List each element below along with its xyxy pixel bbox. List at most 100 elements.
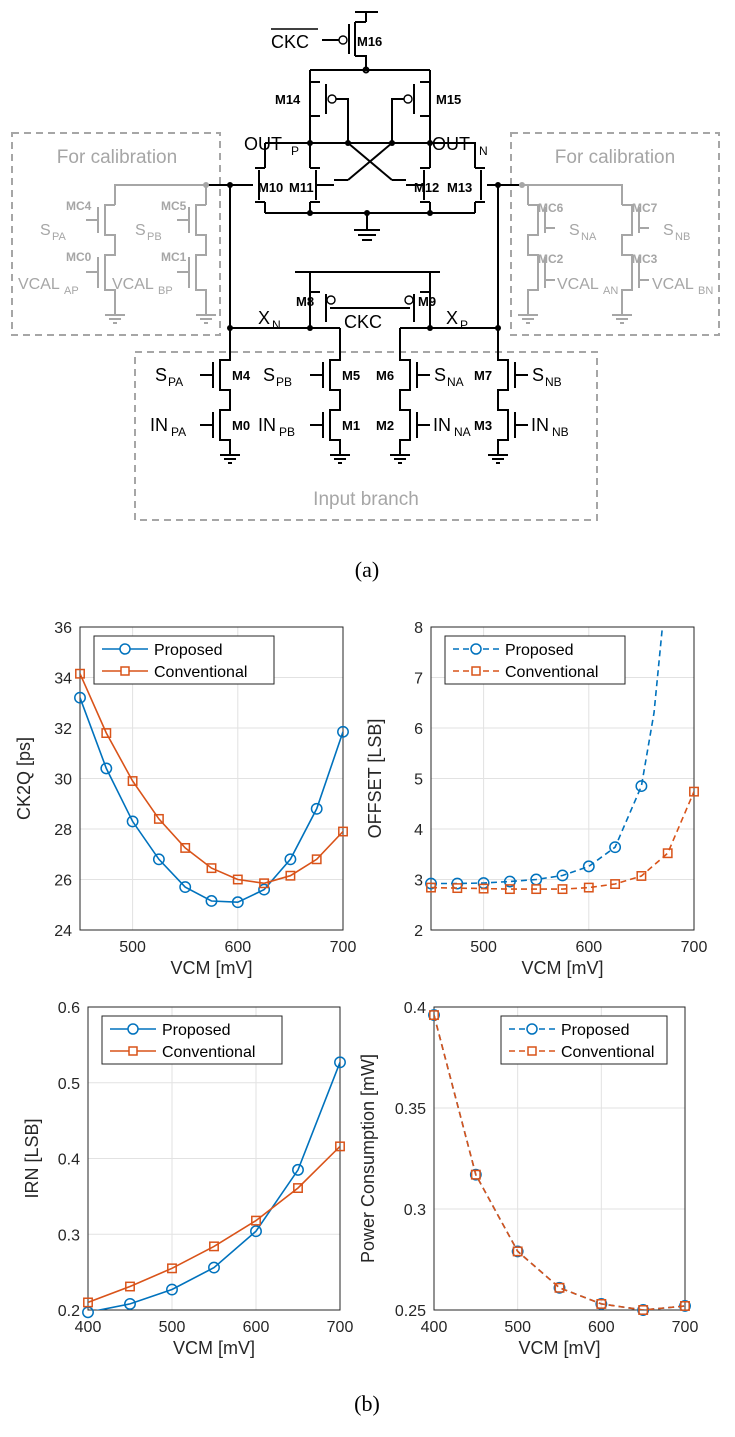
data-point-conventional: [180, 842, 191, 853]
cal-label-vcal-bn: VCAL: [652, 276, 694, 293]
device-label-m14: M14: [275, 92, 301, 107]
legend-marker: [120, 666, 130, 676]
cal-label-s-nb: S: [663, 222, 674, 239]
net-label-x-p: X: [446, 308, 458, 328]
y-tick-label: 3: [414, 873, 423, 890]
data-point-proposed: [250, 1225, 262, 1238]
data-point-proposed: [292, 1163, 304, 1176]
legend-label-proposed: Proposed: [561, 1022, 630, 1039]
data-point-proposed: [310, 802, 323, 815]
chart-irn: 400 500 600 700 0.2 0.3 0.4 0.5 0.6 VCM [mV] IRN […: [22, 1000, 353, 1358]
x-tick-label: 600: [588, 1319, 615, 1336]
data-point-conventional: [636, 871, 647, 881]
axes-frame: [433, 1006, 686, 1311]
legend-label-conventional: Conventional: [505, 664, 598, 681]
data-point-conventional: [259, 878, 270, 889]
device-label-m11: M11: [289, 180, 314, 195]
y-tick-label: 5: [414, 772, 423, 789]
data-point-proposed: [179, 881, 192, 894]
legend-marker: [128, 1046, 138, 1056]
series-line-conventional: [80, 673, 343, 885]
device-label-m7: M7: [474, 368, 492, 383]
cal-label-s-pa-sub: PA: [52, 231, 67, 243]
data-point-conventional: [426, 882, 436, 893]
axes-frame: [87, 1006, 341, 1311]
data-point-proposed: [74, 691, 86, 704]
y-tick-label: 0.5: [58, 1076, 80, 1093]
legend-label-proposed: Proposed: [162, 1022, 231, 1039]
data-point-conventional: [504, 884, 515, 895]
data-point-proposed: [451, 877, 464, 890]
y-tick-label: 0.6: [58, 1000, 80, 1017]
y-axis-label: IRN [LSB]: [22, 1118, 42, 1198]
data-point-conventional: [638, 1305, 649, 1315]
y-tick-label: 2: [414, 923, 423, 940]
x-tick-label: 600: [575, 939, 602, 956]
device-label-m15: M15: [436, 92, 461, 107]
y-tick-label: 26: [54, 873, 72, 890]
data-point-proposed: [100, 762, 113, 775]
data-point-proposed: [124, 1297, 136, 1310]
legend-marker: [471, 666, 481, 676]
data-point-conventional: [512, 1246, 523, 1257]
data-point-proposed: [152, 853, 165, 866]
x-tick-label: 600: [243, 1319, 270, 1336]
net-label-ckc-bar: CKC: [271, 32, 309, 52]
x-tick-label: 500: [119, 939, 146, 956]
data-point-proposed: [126, 815, 139, 828]
series-line-conventional: [431, 791, 694, 890]
input-stacks: [200, 328, 528, 464]
cal-label-vcal-bp: VCAL: [112, 276, 154, 293]
data-point-proposed: [425, 877, 437, 890]
data-point-conventional: [429, 1010, 439, 1021]
legend-label-conventional: Conventional: [162, 1044, 255, 1061]
data-point-conventional: [232, 874, 243, 885]
x-axis-label: VCM [mV]: [170, 958, 252, 978]
input-label-s-nb-sub: NB: [545, 375, 562, 389]
y-tick-label: 6: [414, 721, 423, 738]
legend: Proposed Conventional: [93, 635, 275, 685]
series-line-proposed: [80, 697, 343, 904]
cal-label-vcal-an: VCAL: [557, 276, 599, 293]
series-line-conventional: [88, 1145, 340, 1304]
net-label-x-n-sub: N: [272, 318, 281, 332]
data-point-proposed: [553, 1281, 566, 1294]
chart-ck2q: 500 600 700 24 26 28 30 32 34 36 VCM [mV] CK2Q [ps]…: [14, 620, 356, 978]
y-tick-label: 34: [54, 671, 72, 688]
y-tick-label: 8: [414, 620, 423, 637]
cal-label-s-na: S: [569, 222, 580, 239]
cal-label-vcal-bn-sub: BN: [698, 285, 713, 297]
device-label-m9: M9: [418, 294, 436, 309]
net-label-out-p: OUT: [244, 134, 282, 154]
device-label-mc4: MC4: [66, 199, 92, 213]
cal-label-s-nb-sub: NB: [675, 231, 690, 243]
device-label-m0: M0: [232, 418, 250, 433]
input-label-in-nb-sub: NB: [552, 425, 569, 439]
legend-marker: [470, 643, 482, 655]
y-tick-label: 0.4: [58, 1152, 80, 1169]
input-label-s-na: S: [434, 365, 446, 385]
data-point-conventional: [610, 879, 621, 889]
data-point-proposed: [469, 1168, 482, 1181]
data-point-conventional: [83, 1297, 93, 1308]
data-point-proposed: [284, 853, 297, 866]
data-point-proposed: [609, 841, 622, 854]
data-point-conventional: [251, 1215, 261, 1226]
net-label-ckc: CKC: [344, 312, 382, 332]
y-tick-label: 36: [54, 620, 72, 637]
cal-label-vcal-bp-sub: BP: [158, 285, 173, 297]
device-label-m2: M2: [376, 418, 394, 433]
data-point-proposed: [205, 895, 218, 907]
schematic: For calibration For calibration Input br…: [11, 11, 720, 521]
y-tick-label: 0.25: [395, 1303, 426, 1320]
data-point-conventional: [335, 1141, 345, 1152]
x-tick-label: 600: [224, 939, 251, 956]
data-point-proposed: [428, 1009, 440, 1022]
calibration-title-left: For calibration: [57, 147, 177, 168]
axes-frame: [79, 626, 344, 931]
data-point-proposed: [337, 725, 349, 738]
y-tick-label: 30: [54, 772, 72, 789]
device-label-mc5: MC5: [161, 199, 187, 213]
device-label-mc7: MC7: [632, 201, 658, 215]
